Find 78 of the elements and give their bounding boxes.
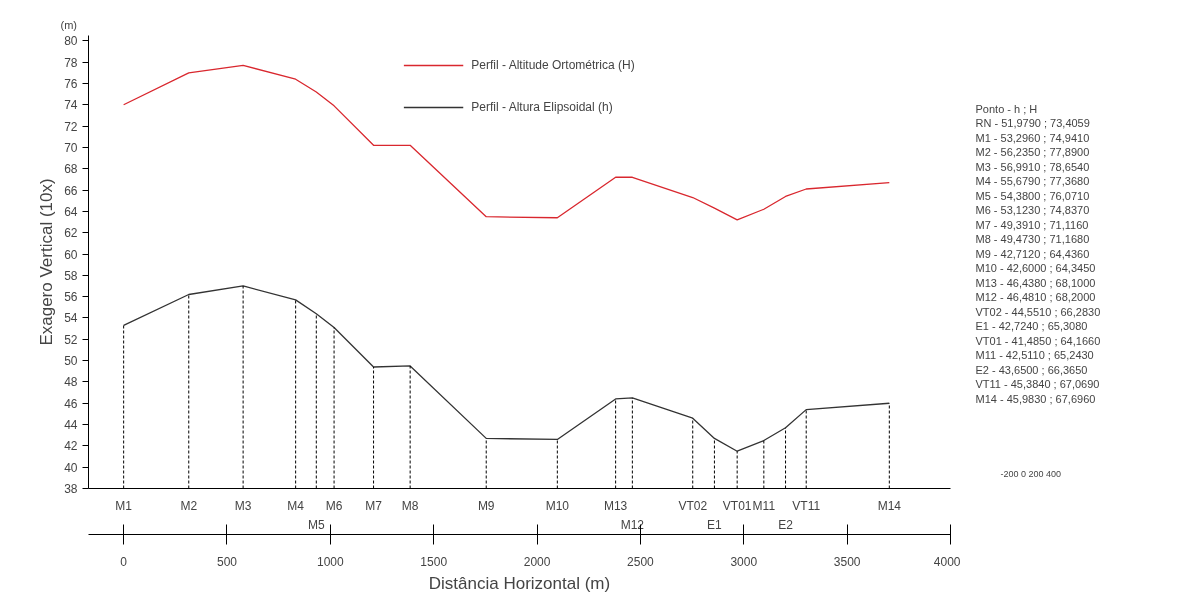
ref-line-label: VT02 [678,498,708,513]
y-tick-label: 74 [64,98,78,113]
text: -200 0 200 400 [1000,469,1062,480]
ref-line-label: M9 [477,498,495,513]
ref-line-label: M13 [603,498,628,513]
y-tick-label: 42 [64,439,78,454]
y-tick-label: 46 [64,396,78,411]
y-tick-label: 76 [64,76,78,91]
text: M6 - 53,1230 ; 74,8370 [975,204,1090,217]
ref-line-label: M6 [325,498,343,513]
y-tick-label: 44 [64,418,78,433]
ref-line-label: M10 [545,498,570,513]
ref-line-label: M12 [620,517,645,532]
text: (m) [60,18,77,31]
ref-line-label: M7 [365,498,383,513]
text: VT01 - 41,4850 ; 64,1660 [975,334,1101,347]
y-tick-label: 80 [64,34,78,49]
x-tick-label: 2000 [523,554,551,569]
y-axis-title: Exagero Vertical (10x) [37,178,57,346]
y-tick-label: 38 [64,482,78,496]
y-tick-label: 58 [64,268,78,283]
text: RN - 51,9790 ; 73,4059 [975,117,1090,130]
y-tick-label: 54 [64,311,78,326]
text: M12 - 46,4810 ; 68,2000 [975,291,1096,304]
y-tick-label: 68 [64,162,78,177]
y-tick-label: 60 [64,247,78,262]
text: M9 - 42,7120 ; 64,4360 [975,247,1090,260]
text: M3 - 56,9910 ; 78,6540 [975,160,1090,173]
text: M8 - 49,4730 ; 71,1680 [975,233,1090,246]
ref-line-label: M11 [752,498,776,513]
text: M14 - 45,9830 ; 67,6960 [975,392,1096,405]
ref-line-label: VT11 [792,498,821,513]
y-tick-label: 72 [64,119,78,134]
y-tick-label: 64 [64,204,78,219]
y-tick-label: 50 [64,354,78,369]
y-tick-label: 62 [64,226,78,241]
text: M4 - 55,6790 ; 77,3680 [975,175,1090,188]
x-tick-label: 2500 [627,554,655,569]
y-tick-label: 66 [64,183,78,198]
text: M2 - 56,2350 ; 77,8900 [975,146,1090,159]
x-tick-label: 0 [120,554,128,569]
text: VT11 - 45,3840 ; 67,0690 [975,378,1100,391]
legend-label: Perfil - Altura Elipsoidal (h) [471,100,613,114]
x-axis-title: Distância Horizontal (m) [428,573,611,593]
ref-line-label: M1 [115,498,133,513]
x-tick-label: 500 [216,554,238,569]
ref-line-label: VT01 [722,498,752,513]
y-tick-label: 40 [64,460,78,475]
ref-line-label: M5 [307,517,325,532]
ref-line-label: E1 [707,517,723,532]
text: E1 - 42,7240 ; 65,3080 [975,320,1088,333]
ref-line-label: M4 [287,498,305,513]
y-tick-label: 78 [64,55,78,70]
text: Ponto - h ; H [975,102,1038,115]
ref-line-label: M14 [877,498,902,513]
y-tick-label: 56 [64,290,78,305]
y-tick-label: 70 [64,140,78,155]
x-tick-label: 3500 [833,554,861,569]
text: VT02 - 44,5510 ; 66,2830 [975,305,1101,318]
x-tick-label: 4000 [933,554,961,569]
x-tick-label: 3000 [730,554,758,569]
ref-line-label: E2 [778,517,794,532]
y-tick-label: 52 [64,332,78,347]
legend-label: Perfil - Altitude Ortométrica (H) [471,58,635,72]
line-series [122,285,890,452]
text: M1 - 53,2960 ; 74,9410 [975,131,1090,144]
text: M5 - 54,3800 ; 76,0710 [975,189,1090,202]
text: M7 - 49,3910 ; 71,1160 [975,218,1089,231]
x-tick-label: 1000 [317,554,345,569]
text: M13 - 46,4380 ; 68,1000 [975,276,1096,289]
y-tick-label: 48 [64,375,78,390]
text: M10 - 42,6000 ; 64,3450 [975,262,1096,275]
ref-line-label: M8 [401,498,419,513]
x-tick-label: 1500 [420,554,448,569]
ref-line-label: M3 [234,498,252,513]
text: E2 - 43,6500 ; 66,3650 [975,363,1088,376]
text: M11 - 42,5110 ; 65,2430 [975,349,1094,362]
ref-line-label: M2 [180,498,198,513]
